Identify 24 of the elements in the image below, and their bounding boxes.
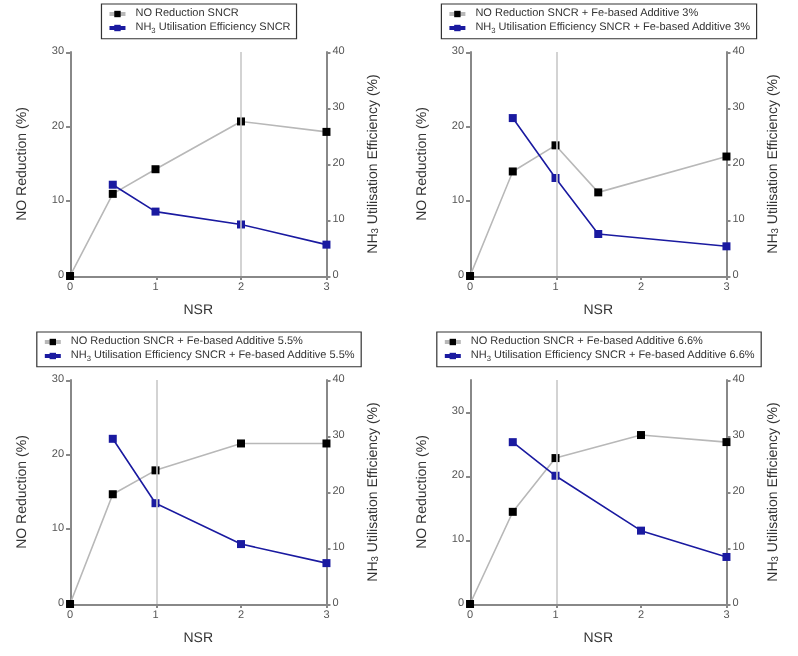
point <box>236 439 245 448</box>
point <box>636 431 645 440</box>
point <box>108 180 117 189</box>
point <box>151 207 160 216</box>
point <box>508 507 517 516</box>
point <box>151 165 160 174</box>
point <box>722 438 731 447</box>
point <box>722 242 731 251</box>
point <box>508 438 517 447</box>
point <box>322 240 331 249</box>
point <box>322 559 331 568</box>
point <box>108 189 117 198</box>
point <box>636 526 645 535</box>
point <box>508 114 517 123</box>
point <box>594 230 603 238</box>
point <box>108 434 117 443</box>
point <box>322 439 331 448</box>
point <box>236 540 245 549</box>
point <box>322 127 331 136</box>
point <box>108 490 117 499</box>
point <box>594 188 603 197</box>
point <box>508 167 517 176</box>
point <box>722 552 731 561</box>
point <box>722 152 731 161</box>
